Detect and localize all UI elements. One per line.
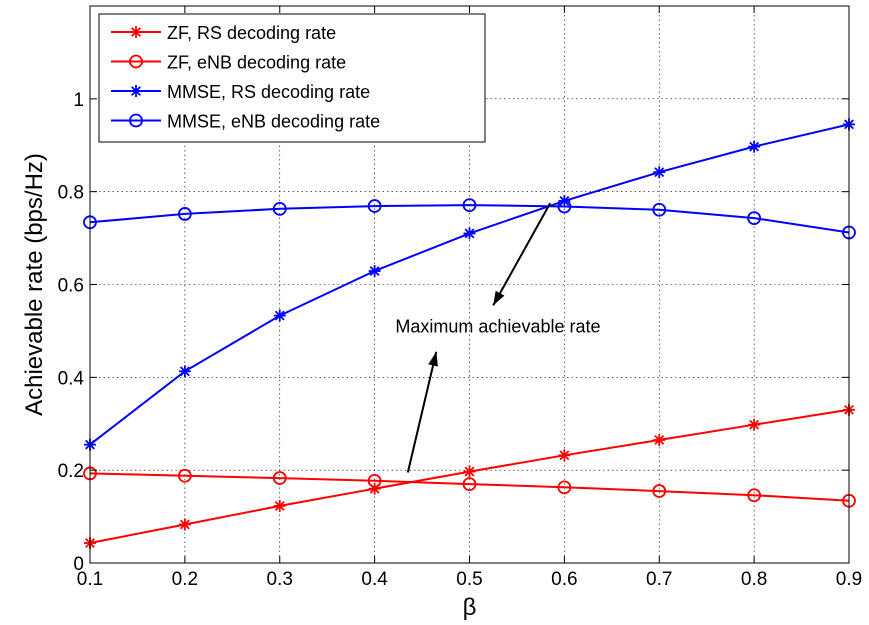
data-point-circle [272,471,287,485]
data-point-asterisk [130,85,142,97]
y-axis-title: Achievable rate (bps/Hz) [21,153,48,416]
x-tick-label: 0.6 [551,569,577,590]
data-point-circle [557,199,572,214]
x-tick-label: 0.3 [267,569,293,590]
legend-entry: MMSE, RS decoding rate [111,82,370,102]
legend: ZF, RS decoding rate ZF, eNB decoding rat… [98,13,486,143]
tick-group: 0.1 0.2 0.3 0.4 0.5 0.6 0.7 0.8 0.9 0 0.2 0.4 0.6 0.8… [58,6,862,590]
series-line [89,472,850,502]
arrow-head [428,351,438,367]
data-point-circle [272,201,287,216]
legend-entry: ZF, RS decoding rate [111,23,336,43]
data-point-asterisk [653,166,666,179]
data-point-circle [367,473,382,488]
data-point-asterisk [463,227,476,240]
annotation-label: Maximum achievable rate [395,316,600,336]
series-line [89,204,850,234]
y-tick-label: 0.8 [58,183,84,204]
legend-entry: ZF, eNB decoding rate [111,53,346,73]
data-point-circle [557,480,572,495]
annotation-arrow [406,351,438,473]
data-point-circle [747,488,762,503]
data-point-asterisk [130,26,142,38]
data-point-circle [129,113,143,128]
x-tick-label: 0.8 [741,569,767,590]
data-point-circle [462,198,477,213]
data-point-asterisk [178,518,191,531]
data-point-asterisk [273,309,286,322]
x-tick-label: 0.4 [361,569,388,590]
data-point-circle [652,484,667,498]
data-point-circle [177,207,192,221]
legend-label: ZF, eNB decoding rate [167,53,346,73]
data-point-circle [177,468,192,483]
data-point-circle [129,54,143,69]
arrow-head [493,290,505,306]
x-tick-label: 0.1 [77,569,103,590]
y-tick-label: 0.4 [58,368,85,389]
x-tick-label: 0.5 [456,569,482,590]
series-group [83,118,856,550]
x-axis-title: β [463,594,477,621]
data-point-asterisk [273,499,286,512]
legend-label: MMSE, RS decoding rate [167,82,370,102]
annotation-group: Maximum achievable rate [395,202,601,473]
data-point-circle [747,211,762,226]
legend-box [98,13,486,143]
legend-label: ZF, RS decoding rate [167,23,336,43]
data-point-asterisk [178,365,191,378]
data-point-circle [462,477,477,491]
annotation-arrow [492,202,552,306]
data-point-asterisk [653,433,666,446]
legend-entry: MMSE, eNB decoding rate [111,112,380,132]
legend-label: MMSE, eNB decoding rate [167,112,380,132]
data-point-asterisk [748,418,761,431]
y-tick-label: 0.6 [58,276,84,297]
x-tick-label: 0.9 [836,569,862,590]
data-point-asterisk [368,265,381,278]
y-tick-label: 0.2 [58,461,84,482]
data-point-circle [652,202,667,217]
data-point-asterisk [558,449,571,462]
x-tick-label: 0.2 [172,569,198,590]
x-tick-label: 0.7 [646,569,672,590]
data-point-asterisk [748,140,761,153]
data-point-circle [367,199,382,213]
y-tick-label: 0 [73,554,84,575]
y-tick-label: 1 [73,90,84,111]
data-point-asterisk [463,465,476,478]
